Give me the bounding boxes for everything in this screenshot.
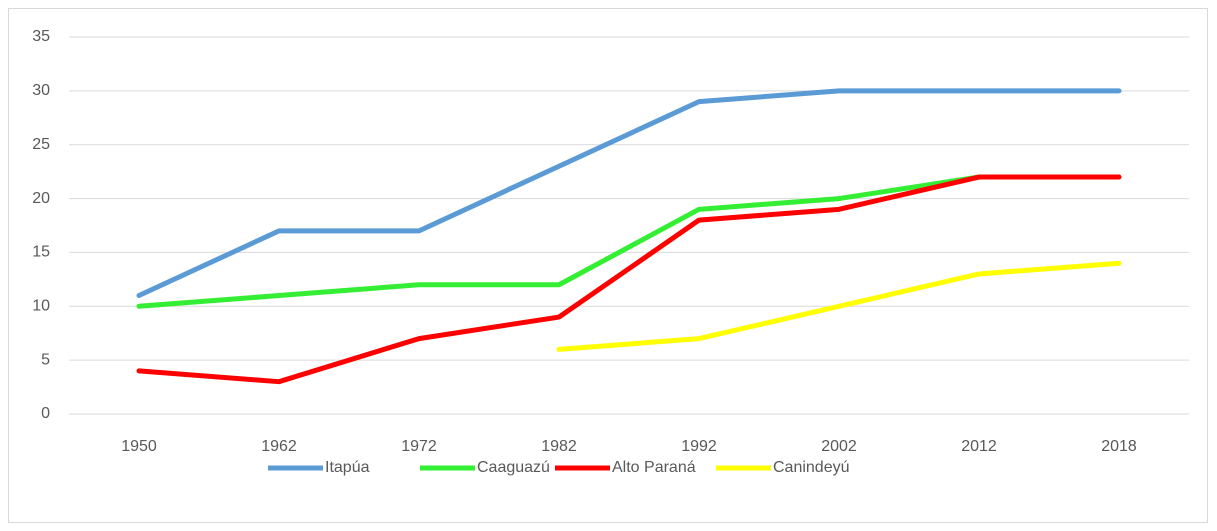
y-tick-label: 25	[32, 136, 50, 153]
x-tick-label: 1950	[121, 438, 157, 455]
y-tick-label: 15	[32, 244, 50, 261]
legend-label: Itapúa	[325, 459, 370, 476]
x-tick-label: 1962	[261, 438, 297, 455]
y-tick-label: 20	[32, 190, 50, 207]
series-line	[556, 260, 1122, 352]
legend-label: Canindeyú	[773, 459, 850, 476]
x-tick-label: 2002	[821, 438, 857, 455]
y-tick-label: 35	[32, 28, 50, 45]
x-tick-label: 2018	[1101, 438, 1137, 455]
y-tick-label: 30	[32, 82, 50, 99]
y-tick-label: 10	[32, 298, 50, 315]
x-tick-label: 1972	[401, 438, 437, 455]
series-line	[136, 174, 1122, 385]
chart-border	[8, 8, 1208, 523]
x-tick-label: 1992	[681, 438, 717, 455]
x-tick-label: 1982	[541, 438, 577, 455]
y-tick-label: 5	[41, 351, 50, 368]
y-tick-label: 0	[41, 405, 50, 422]
x-tick-label: 2012	[961, 438, 997, 455]
legend-label: Alto Paraná	[612, 459, 696, 476]
series-line	[136, 88, 1122, 299]
legend-label: Caaguazú	[477, 459, 550, 476]
